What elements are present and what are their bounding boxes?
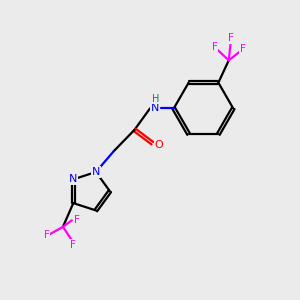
Text: O: O	[154, 140, 163, 150]
Text: F: F	[212, 42, 218, 52]
Text: N: N	[69, 174, 77, 184]
Text: F: F	[44, 230, 50, 240]
Text: N: N	[151, 103, 160, 113]
Text: F: F	[70, 240, 76, 250]
Text: N: N	[92, 167, 100, 177]
Text: F: F	[74, 215, 80, 225]
Text: F: F	[228, 33, 234, 43]
Text: H: H	[152, 94, 159, 103]
Text: F: F	[240, 44, 246, 54]
Text: N: N	[92, 167, 100, 177]
